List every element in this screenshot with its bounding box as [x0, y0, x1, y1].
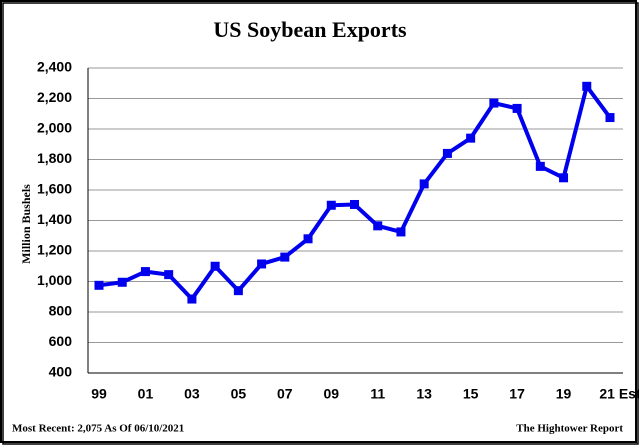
- data-point: [164, 270, 174, 280]
- data-point: [582, 81, 592, 91]
- x-tick-label: 05: [231, 386, 247, 402]
- y-tick-label: 2,200: [37, 89, 72, 105]
- data-point: [442, 148, 452, 158]
- footnote-right: The Hightower Report: [516, 423, 623, 435]
- x-tick-label: 15: [463, 386, 479, 402]
- y-tick-label: 1,800: [37, 150, 72, 166]
- data-point: [303, 234, 313, 244]
- x-tick-label: 17: [509, 386, 525, 402]
- data-point: [326, 200, 336, 210]
- data-point: [117, 277, 127, 287]
- y-tick-label: 1,400: [37, 211, 72, 227]
- data-point: [512, 103, 522, 113]
- y-tick-label: 1,000: [37, 272, 72, 288]
- y-tick-label: 2,000: [37, 120, 72, 136]
- data-point: [210, 261, 220, 271]
- data-point: [535, 161, 545, 171]
- y-tick-label: 1,200: [37, 242, 72, 258]
- data-point: [396, 227, 406, 237]
- x-tick-label: 21 Est: [599, 386, 639, 402]
- data-point: [466, 133, 476, 143]
- x-tick-label: 13: [416, 386, 432, 402]
- chart-title: US Soybean Exports: [213, 17, 407, 42]
- x-tick-label: 11: [370, 386, 385, 402]
- x-tick-label: 01: [138, 386, 154, 402]
- data-point: [94, 280, 104, 290]
- footnote-left: Most Recent: 2,075 As Of 06/10/2021: [12, 423, 184, 435]
- y-tick-label: 2,400: [37, 59, 72, 75]
- data-point: [187, 294, 197, 304]
- data-point: [559, 173, 569, 183]
- data-point: [257, 259, 267, 269]
- x-tick-label: 07: [277, 386, 293, 402]
- data-point: [233, 286, 243, 296]
- data-point: [419, 179, 429, 189]
- y-tick-label: 400: [49, 364, 73, 380]
- y-tick-label: 600: [49, 333, 73, 349]
- x-tick-label: 09: [323, 386, 339, 402]
- data-point: [489, 98, 499, 108]
- y-tick-label: 1,600: [37, 181, 72, 197]
- data-point: [140, 267, 150, 277]
- data-point: [373, 221, 383, 231]
- y-tick-label: 800: [49, 303, 73, 319]
- x-tick-label: 19: [556, 386, 572, 402]
- data-point: [280, 252, 290, 262]
- y-axis-label: Million Bushels: [19, 184, 33, 264]
- x-tick-label: 03: [184, 386, 200, 402]
- data-point: [350, 199, 359, 209]
- x-tick-label: 99: [91, 386, 107, 402]
- data-point: [605, 113, 615, 123]
